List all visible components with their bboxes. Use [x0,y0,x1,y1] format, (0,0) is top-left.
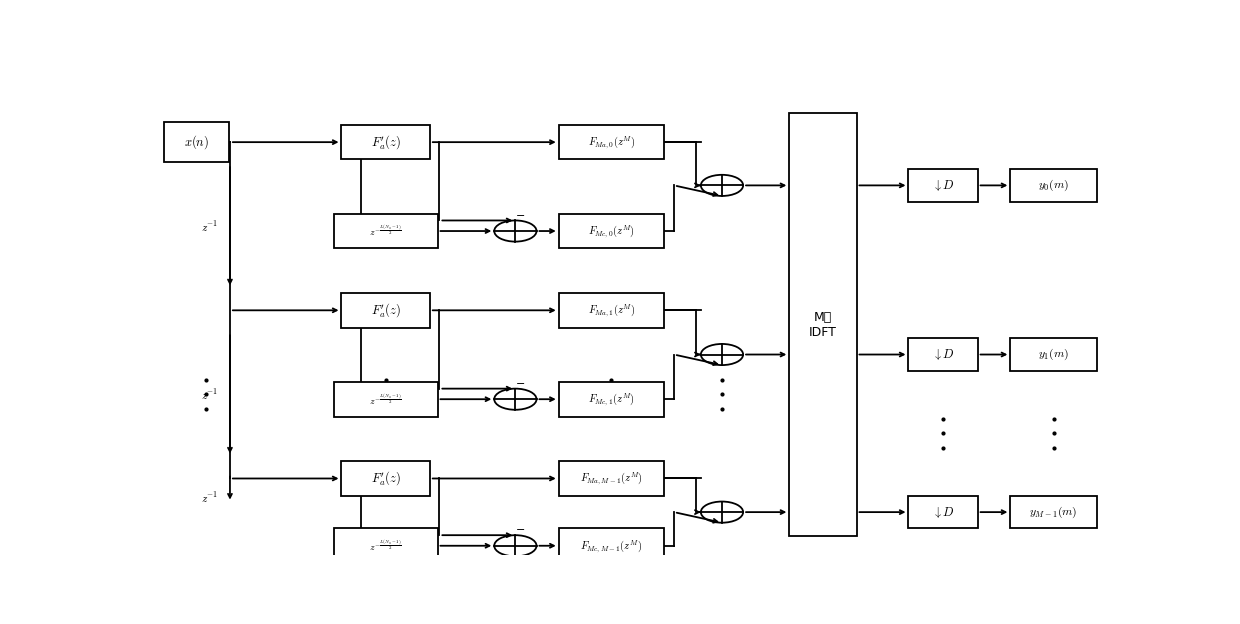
Text: $x(n)$: $x(n)$ [184,134,208,151]
FancyBboxPatch shape [558,214,665,248]
Text: $-$: $-$ [515,208,526,218]
Text: $F_{Ma,M-1}(z^M)$: $F_{Ma,M-1}(z^M)$ [580,470,642,487]
Text: $z^{-1}$: $z^{-1}$ [201,490,218,505]
Text: $z^{-1}$: $z^{-1}$ [201,387,218,402]
Text: $F_{Ma,0}(z^M)$: $F_{Ma,0}(z^M)$ [588,134,635,150]
FancyBboxPatch shape [558,461,665,496]
FancyBboxPatch shape [1011,496,1096,529]
FancyBboxPatch shape [909,496,977,529]
FancyBboxPatch shape [334,382,438,416]
Text: $y_1(m)$: $y_1(m)$ [1038,347,1069,362]
Text: $z^{-\frac{L(N_a-1)}{2}}$: $z^{-\frac{L(N_a-1)}{2}}$ [370,392,402,407]
FancyBboxPatch shape [341,293,430,328]
FancyBboxPatch shape [909,169,977,202]
Text: $y_{M-1}(m)$: $y_{M-1}(m)$ [1029,504,1078,520]
Text: $z^{-\frac{L(N_a-1)}{2}}$: $z^{-\frac{L(N_a-1)}{2}}$ [370,539,402,553]
Text: $\downarrow D$: $\downarrow D$ [931,505,955,520]
FancyBboxPatch shape [789,114,857,536]
Text: $F_{Mc,1}(z^M)$: $F_{Mc,1}(z^M)$ [588,391,635,407]
FancyBboxPatch shape [334,214,438,248]
FancyBboxPatch shape [1011,338,1096,371]
Text: $F_a'(z)$: $F_a'(z)$ [371,301,401,319]
Text: $y_0(m)$: $y_0(m)$ [1038,178,1069,193]
FancyBboxPatch shape [341,461,430,496]
Text: $F_{Ma,1}(z^M)$: $F_{Ma,1}(z^M)$ [588,303,635,318]
Text: $F_{Mc,M-1}(z^M)$: $F_{Mc,M-1}(z^M)$ [580,538,642,553]
Text: $\downarrow D$: $\downarrow D$ [931,178,955,193]
Text: $F_a'(z)$: $F_a'(z)$ [371,470,401,487]
FancyBboxPatch shape [558,382,665,416]
Text: $\downarrow D$: $\downarrow D$ [931,347,955,362]
Text: $z^{-1}$: $z^{-1}$ [201,219,218,233]
FancyBboxPatch shape [341,125,430,160]
FancyBboxPatch shape [334,529,438,563]
FancyBboxPatch shape [558,529,665,563]
FancyBboxPatch shape [558,293,665,328]
Text: $-$: $-$ [515,524,526,534]
FancyBboxPatch shape [164,122,229,162]
Text: $F_{Mc,0}(z^M)$: $F_{Mc,0}(z^M)$ [588,223,635,239]
FancyBboxPatch shape [909,338,977,371]
Text: M点
IDFT: M点 IDFT [808,311,837,339]
FancyBboxPatch shape [1011,169,1096,202]
Text: $F_a'(z)$: $F_a'(z)$ [371,134,401,151]
Text: $-$: $-$ [515,377,526,387]
Text: $z^{-\frac{L(N_a-1)}{2}}$: $z^{-\frac{L(N_a-1)}{2}}$ [370,223,402,238]
FancyBboxPatch shape [558,125,665,160]
